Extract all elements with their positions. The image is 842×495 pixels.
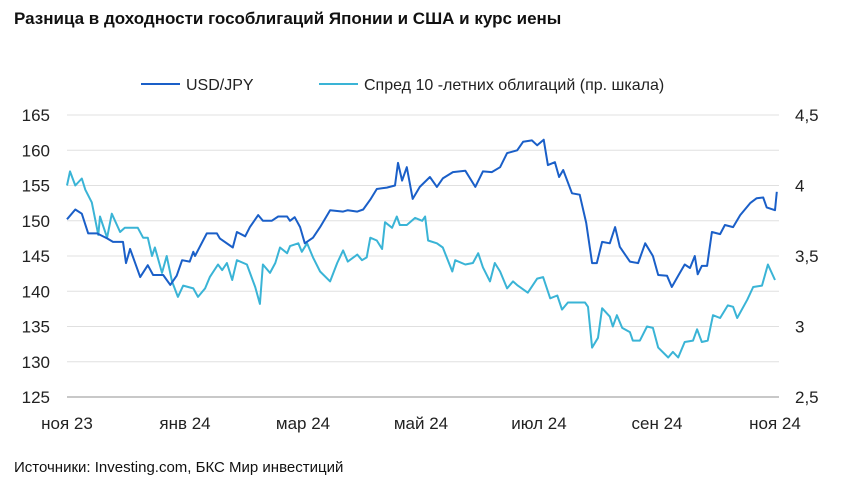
right-tick-label: 4 [795, 177, 804, 196]
left-tick-label: 130 [22, 353, 50, 372]
legend-label-usdjpy: USD/JPY [186, 77, 254, 94]
gridlines [67, 114, 779, 398]
right-tick-label: 3,5 [795, 247, 819, 266]
x-tick-label: май 24 [394, 414, 448, 433]
left-axis-ticks: 165 160 155 150 145 140 135 130 125 [22, 106, 50, 407]
left-tick-label: 165 [22, 106, 50, 125]
source-note: Источники: Investing.com, БКС Мир инвест… [14, 459, 343, 476]
left-tick-label: 155 [22, 177, 50, 196]
left-tick-label: 125 [22, 388, 50, 407]
x-tick-label: ноя 24 [749, 414, 801, 433]
legend: USD/JPY Спред 10 -летних облигаций (пр. … [141, 77, 664, 94]
right-tick-label: 3 [795, 318, 804, 337]
left-tick-label: 160 [22, 141, 50, 160]
left-tick-label: 145 [22, 247, 50, 266]
x-tick-label: сен 24 [632, 414, 683, 433]
usdjpy-line [66, 138, 778, 288]
left-tick-label: 150 [22, 212, 50, 231]
x-tick-label: янв 24 [159, 414, 210, 433]
series-lines [66, 138, 778, 359]
right-axis-ticks: 4,5 4 3,5 3 2,5 [795, 106, 819, 407]
right-tick-label: 4,5 [795, 106, 819, 125]
x-tick-label: ноя 23 [41, 414, 93, 433]
x-tick-label: мар 24 [276, 414, 330, 433]
x-axis-ticks: ноя 23 янв 24 мар 24 май 24 июл 24 сен 24 ноя … [41, 414, 801, 433]
right-tick-label: 2,5 [795, 388, 819, 407]
legend-label-spread: Спред 10 -летних облигаций (пр. шкала) [364, 77, 664, 94]
chart-title: Разница в доходности гособлигаций Японии… [14, 9, 561, 28]
spread-line [66, 170, 776, 359]
left-tick-label: 135 [22, 318, 50, 337]
left-tick-label: 140 [22, 282, 50, 301]
x-tick-label: июл 24 [511, 414, 566, 433]
